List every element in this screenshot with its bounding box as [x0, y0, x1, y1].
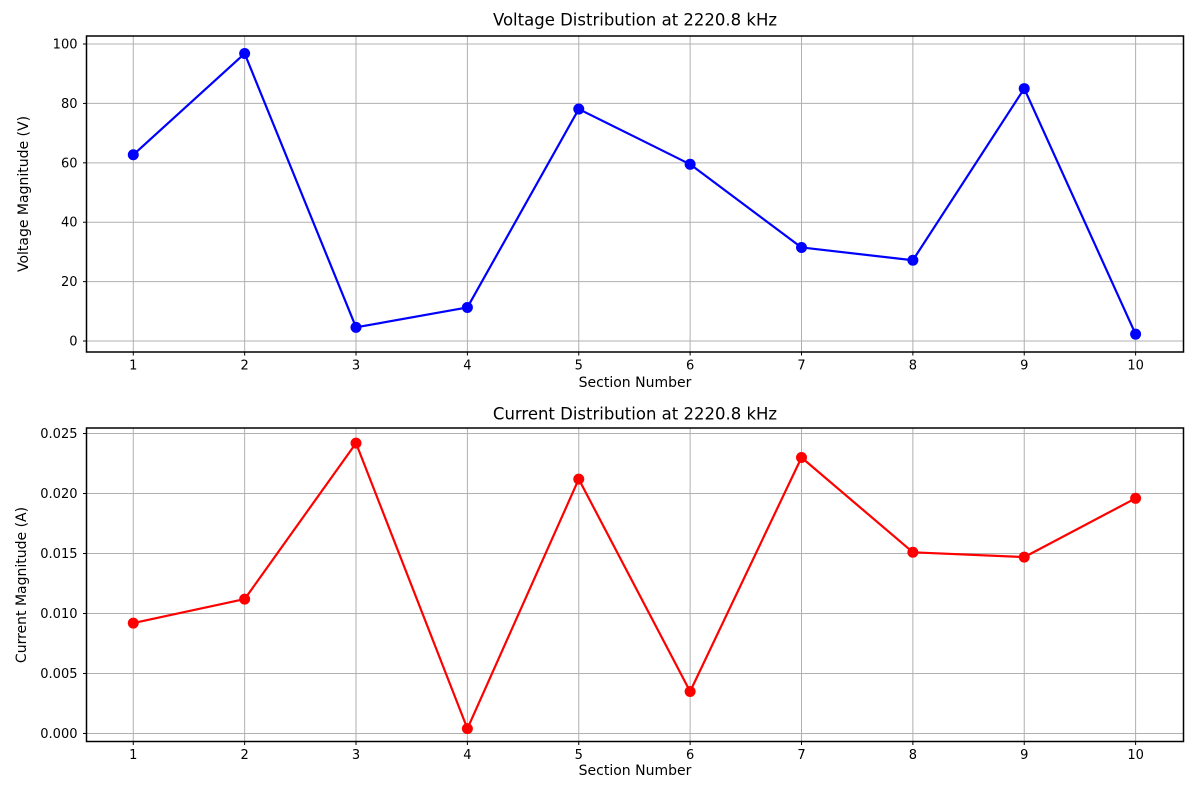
data-point-marker [907, 254, 919, 266]
x-tick-label: 6 [686, 359, 694, 374]
data-point-marker [127, 617, 139, 629]
data-point-marker [1130, 492, 1142, 504]
x-tick-label: 4 [463, 748, 471, 763]
x-tick-label: 3 [352, 748, 360, 763]
voltage-chart-title: Voltage Distribution at 2220.8 kHz [492, 10, 778, 30]
y-tick-label: 0.015 [40, 547, 77, 562]
current-chart-title: Current Distribution at 2220.8 kHz [492, 404, 778, 424]
data-point-marker [1018, 83, 1030, 95]
x-tick-label: 5 [575, 748, 583, 763]
x-tick-label: 5 [575, 359, 583, 374]
x-tick-label: 1 [129, 359, 137, 374]
data-point-marker [350, 321, 362, 333]
data-point-marker [795, 452, 807, 464]
x-tick-label: 7 [797, 359, 805, 374]
x-tick-label: 2 [241, 359, 249, 374]
data-point-marker [1018, 551, 1030, 563]
data-point-marker [127, 149, 139, 161]
data-point-marker [573, 473, 585, 485]
data-point-marker [684, 158, 696, 170]
y-tick-label: 40 [61, 216, 78, 231]
data-point-marker [907, 546, 919, 558]
x-tick-label: 2 [241, 748, 249, 763]
x-tick-label: 8 [909, 748, 917, 763]
y-tick-label: 60 [61, 156, 78, 171]
x-tick-label: 10 [1127, 748, 1144, 763]
x-tick-label: 10 [1127, 359, 1144, 374]
y-tick-label: 100 [53, 38, 78, 53]
y-tick-label: 0.005 [40, 667, 77, 682]
data-point-marker [350, 437, 362, 449]
data-point-marker [684, 685, 696, 697]
x-tick-label: 8 [909, 359, 917, 374]
data-line [132, 52, 1137, 336]
x-tick-label: 1 [129, 748, 137, 763]
y-tick-label: 80 [61, 97, 78, 112]
y-tick-label: 20 [61, 275, 78, 290]
x-tick-label: 3 [352, 359, 360, 374]
x-tick-label: 9 [1020, 359, 1028, 374]
data-point-marker [461, 723, 473, 735]
current-plot-area: 1 2 3 4 5 6 7 8 9 10 0.000 0.005 0.010 0.015 0.020 0.02… [40, 427, 1185, 763]
axes-spines [85, 427, 1185, 743]
axes-spines [85, 35, 1185, 353]
data-point-marker [1130, 328, 1142, 340]
y-tick-label: 0.010 [40, 607, 77, 622]
y-tick-label: 0.025 [40, 427, 77, 442]
data-point-marker [239, 48, 251, 60]
x-tick-label: 4 [463, 359, 471, 374]
y-tick-label: 0 [69, 335, 77, 350]
x-tick-label: 7 [797, 748, 805, 763]
y-tick-label: 0.020 [40, 487, 77, 502]
data-line [132, 442, 1137, 730]
voltage-x-axis-label: Section Number [578, 375, 692, 391]
data-point-marker [573, 103, 585, 115]
data-point-marker [461, 301, 473, 313]
x-tick-label: 6 [686, 748, 694, 763]
data-point-marker [239, 593, 251, 605]
x-tick-label: 9 [1020, 748, 1028, 763]
data-point-marker [795, 241, 807, 253]
y-tick-label: 0.000 [40, 727, 77, 742]
current-x-axis-label: Section Number [578, 763, 692, 779]
